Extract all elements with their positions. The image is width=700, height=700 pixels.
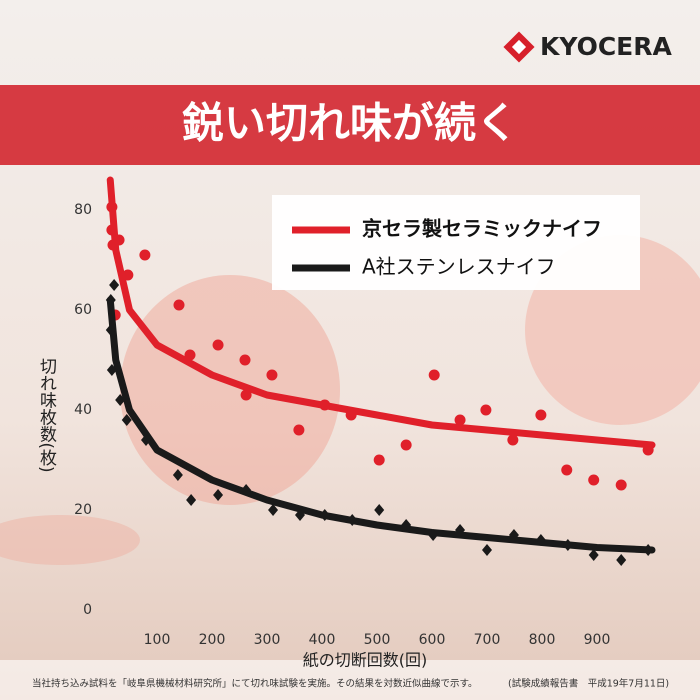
- tomato-photo: [120, 275, 340, 505]
- data-point: [345, 409, 357, 421]
- brand: KYOCERA: [540, 32, 673, 61]
- logo-mark-inner: [511, 39, 527, 55]
- data-point: [480, 404, 492, 416]
- footnote: (試験成績報告書 平成19年7月11日): [508, 678, 669, 690]
- data-point: [428, 529, 439, 541]
- data-point: [535, 534, 546, 546]
- data-point: [172, 469, 183, 481]
- data-point: [173, 299, 185, 311]
- footer-band: [0, 660, 700, 700]
- data-point: [109, 279, 120, 291]
- tomato-slice: [0, 515, 140, 565]
- data-point: [212, 339, 224, 351]
- y-axis-label: 切れ味枚数(枚): [36, 357, 57, 472]
- data-point: [241, 484, 252, 496]
- data-point: [213, 489, 224, 501]
- data-point: [106, 364, 117, 376]
- banner-band: [0, 85, 700, 165]
- data-point: [186, 494, 197, 506]
- y-tick-label: 0: [83, 602, 92, 618]
- x-tick-label: 500: [364, 632, 391, 648]
- data-point: [482, 544, 492, 556]
- data-point: [106, 224, 118, 236]
- data-point: [105, 324, 116, 336]
- data-point: [562, 539, 573, 551]
- data-point: [319, 509, 330, 521]
- legend-box: [272, 195, 640, 290]
- data-point: [454, 414, 466, 426]
- y-tick-label: 80: [74, 202, 92, 218]
- data-point: [268, 504, 279, 516]
- x-tick-label: 300: [254, 632, 281, 648]
- data-point: [293, 424, 305, 436]
- x-axis-label: 紙の切断回数(回): [303, 651, 428, 670]
- data-point: [535, 409, 547, 421]
- data-point: [561, 464, 573, 476]
- data-point: [347, 514, 358, 526]
- data-point: [115, 394, 126, 406]
- x-tick-label: 200: [199, 632, 226, 648]
- data-point: [139, 249, 151, 261]
- data-point: [643, 544, 654, 556]
- data-point: [507, 434, 519, 446]
- x-tick-label: 700: [474, 632, 501, 648]
- data-point: [106, 201, 118, 213]
- legend-label: 京セラ製セラミックナイフ: [362, 217, 602, 241]
- data-point: [266, 369, 278, 381]
- legend-label: A社ステンレスナイフ: [362, 255, 556, 279]
- data-point: [121, 414, 132, 426]
- data-point: [240, 389, 252, 401]
- plot: 0 20 40 60 80 100 200 300 400 500 600 700 800 900 京セラ製…: [74, 176, 656, 648]
- data-point: [319, 399, 331, 411]
- data-point: [374, 504, 385, 516]
- data-point: [642, 444, 654, 456]
- data-point: [105, 294, 116, 306]
- x-tick-label: 600: [419, 632, 446, 648]
- data-point: [184, 349, 196, 361]
- x-tick-label: 900: [584, 632, 611, 648]
- y-tick-label: 60: [74, 302, 92, 318]
- data-point: [113, 234, 125, 246]
- data-point: [239, 354, 251, 366]
- x-tick-label: 400: [309, 632, 336, 648]
- data-point: [373, 454, 385, 466]
- data-point: [508, 529, 519, 541]
- data-point: [428, 369, 440, 381]
- data-point: [122, 269, 134, 281]
- x-tick-label: 800: [529, 632, 556, 648]
- y-tick-label: 20: [74, 502, 92, 518]
- y-tick-label: 40: [74, 402, 92, 418]
- data-point: [141, 434, 151, 446]
- data-point: [295, 509, 305, 521]
- data-point: [401, 519, 412, 531]
- data-point: [588, 474, 600, 486]
- data-point: [400, 439, 412, 451]
- footnote: 当社持ち込み試料を「岐阜県機械材料研究所」にて切れ味試験を実施。その結果を対数近…: [32, 678, 478, 690]
- data-point: [615, 479, 627, 491]
- banner: 鋭い切れ味が続く: [182, 99, 518, 148]
- data-point: [455, 524, 466, 536]
- data-point: [588, 549, 599, 561]
- x-tick-label: 100: [144, 632, 171, 648]
- data-point: [616, 554, 627, 566]
